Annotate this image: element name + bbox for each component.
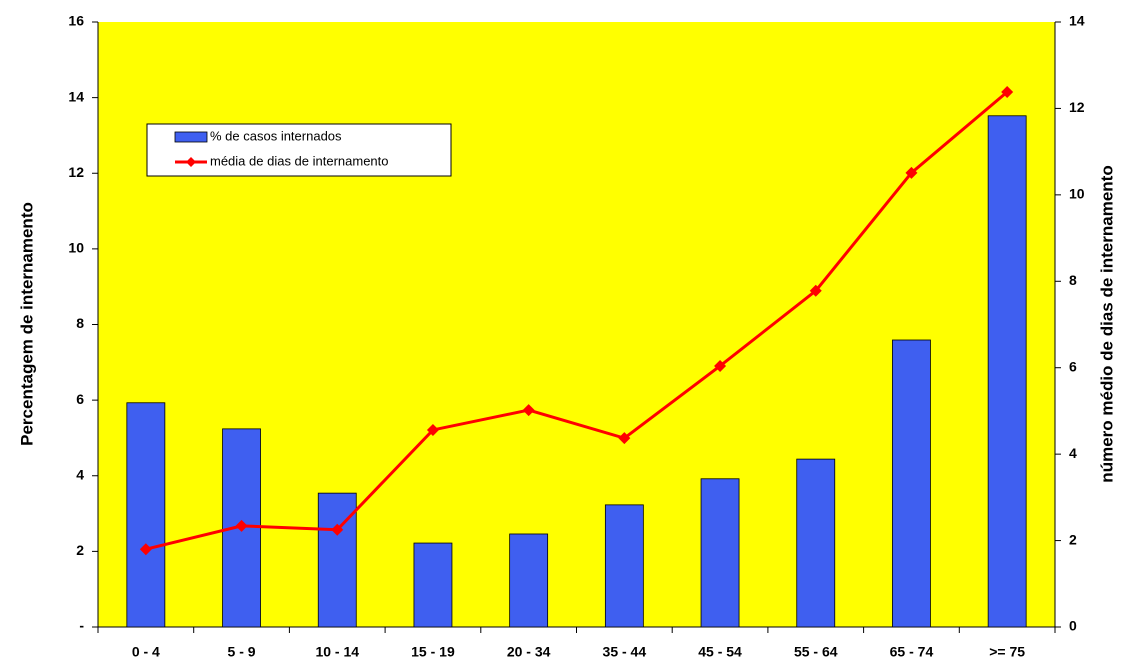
bar — [987, 115, 1027, 628]
y2-tick-label: 14 — [1069, 13, 1085, 29]
y-tick-label: 16 — [68, 13, 84, 29]
y-tick-label: 4 — [76, 466, 84, 482]
y-tick-label: - — [79, 618, 84, 634]
bar — [317, 492, 357, 628]
marker — [426, 423, 439, 436]
marker — [522, 404, 535, 417]
bar — [126, 402, 166, 628]
legend-marker — [186, 157, 196, 167]
marker — [1001, 86, 1014, 99]
bar — [413, 542, 453, 628]
y2-tick-label: 4 — [1069, 445, 1077, 461]
marker — [618, 432, 631, 445]
x-tick-label: >= 75 — [989, 644, 1025, 660]
y2-tick-label: 6 — [1069, 358, 1077, 374]
y2-tick-label: 12 — [1069, 99, 1085, 115]
bar — [796, 458, 836, 628]
line — [145, 90, 1009, 551]
marker — [809, 284, 822, 297]
x-tick-label: 45 - 54 — [698, 644, 742, 660]
bar — [509, 533, 549, 628]
bar — [892, 339, 931, 628]
y2-tick-label: 10 — [1069, 186, 1085, 202]
y-tick-label: 2 — [76, 542, 84, 558]
x-tick-label: 35 - 44 — [603, 644, 647, 660]
y-tick-label: 14 — [68, 88, 84, 104]
marker — [235, 519, 248, 532]
y-tick-label: 10 — [68, 240, 84, 256]
x-tick-label: 15 - 19 — [411, 644, 455, 660]
marker — [331, 523, 344, 536]
y-axis-label: Percentagem de internamento — [17, 202, 36, 446]
marker — [139, 543, 152, 556]
x-tick-label: 5 - 9 — [228, 644, 256, 660]
x-tick-label: 20 - 34 — [507, 644, 551, 660]
legend-label: % de casos internados — [210, 128, 342, 143]
marker — [905, 166, 918, 179]
legend-label: média de dias de internamento — [210, 153, 389, 168]
x-tick-label: 65 - 74 — [890, 644, 934, 660]
bar — [700, 478, 740, 628]
marker — [714, 359, 727, 372]
y2-axis-label: número médio de dias de internamento — [1097, 165, 1116, 482]
y-tick-label: 8 — [76, 315, 84, 331]
x-tick-label: 55 - 64 — [794, 644, 838, 660]
bar — [604, 504, 644, 628]
y-tick-label: 6 — [76, 391, 84, 407]
x-tick-label: 10 - 14 — [315, 644, 359, 660]
y2-tick-label: 0 — [1069, 618, 1077, 634]
y-tick-label: 12 — [68, 164, 84, 180]
x-tick-label: 0 - 4 — [132, 644, 160, 660]
legend-swatch — [174, 131, 208, 143]
y2-tick-label: 2 — [1069, 531, 1077, 547]
y2-tick-label: 8 — [1069, 272, 1077, 288]
